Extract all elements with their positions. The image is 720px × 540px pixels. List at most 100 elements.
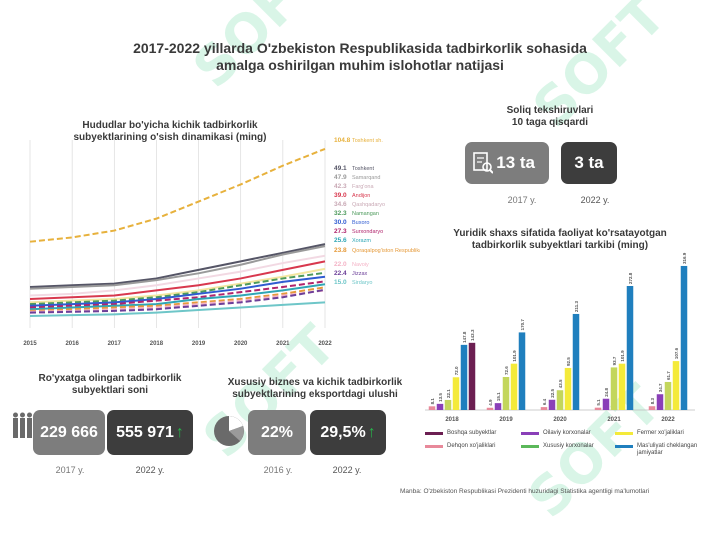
line-chart-x-tick: 2019 xyxy=(192,341,206,347)
bar-chart-value-label: 6.4 xyxy=(542,398,547,405)
bar-chart-value-label: 61.7 xyxy=(666,371,671,380)
bar-chart-bar xyxy=(664,381,672,410)
page-title-line-2: amalga oshirilgan muhim islohotlar natij… xyxy=(216,57,504,73)
tax-2017-card: 13 ta xyxy=(465,142,549,184)
line-chart-x-tick: 2016 xyxy=(65,341,79,347)
line-chart-x-tick: 2022 xyxy=(318,341,332,347)
registered-title-line-2: subyektlari soni xyxy=(71,385,149,396)
bar-chart-bar xyxy=(428,406,436,410)
tax-title-line-1: Soliq tekshiruvlari xyxy=(506,105,594,116)
bar-chart: 8.1 13.5 22.1 72.0 147.8 143.3 2018 4.915.1 72.6… xyxy=(425,252,695,423)
bar-legend-item: Boshqa subyektlar xyxy=(425,430,521,437)
line-chart-series-label: Toshkent sh. xyxy=(352,138,383,144)
bar-chart-value-label: 272.8 xyxy=(628,272,633,284)
bar-chart-x-tick: 2019 xyxy=(499,417,513,423)
bar-chart-value-label: 101.9 xyxy=(620,350,625,362)
bar-chart-bar xyxy=(626,286,634,410)
bar-legend-swatch xyxy=(425,445,443,448)
bar-chart-x-tick: 2018 xyxy=(445,417,459,423)
export-title-line-1: Xususiy biznes va kichik tadbirkorlik xyxy=(227,377,403,388)
registered-2022-value: 555 971 xyxy=(116,423,174,441)
bar-chart-value-label: 316.9 xyxy=(682,252,687,264)
bar-chart-value-label: 147.8 xyxy=(462,331,467,343)
line-chart-series-label: Surxondaryo xyxy=(352,229,383,235)
line-chart-series xyxy=(29,275,326,307)
line-chart-x-tick: 2017 xyxy=(108,341,122,347)
bar-chart-bar xyxy=(502,377,510,410)
line-chart-title: Hududlar bo'yicha kichik tadbirkorlik su… xyxy=(40,120,300,144)
bar-chart-bar xyxy=(680,265,688,410)
line-chart-value-label: 22.0 xyxy=(334,261,347,268)
registered-2017-value: 229 666 xyxy=(40,423,98,441)
line-chart-value-label: 47.9 xyxy=(334,174,347,181)
bar-legend-item: Oilaviy korxonalar xyxy=(521,430,615,437)
bar-chart-bar xyxy=(648,406,656,410)
bar-legend-swatch xyxy=(425,432,443,435)
bar-chart-x-tick: 2021 xyxy=(607,417,621,423)
line-chart-x-tick: 2020 xyxy=(234,341,248,347)
bar-chart-value-label: 72.0 xyxy=(454,366,459,375)
bar-chart-value-label: 143.3 xyxy=(470,329,475,341)
bar-chart-bar xyxy=(444,399,452,410)
line-chart-series xyxy=(29,301,326,318)
line-chart-series xyxy=(29,283,326,311)
line-chart-series xyxy=(29,267,326,304)
line-chart-series-label: Sirdaryo xyxy=(352,280,372,286)
line-chart-series xyxy=(29,271,326,306)
bar-chart-value-label: 101.9 xyxy=(512,350,517,362)
bar-chart-bar xyxy=(494,403,502,410)
bar-chart-value-label: 170.7 xyxy=(520,319,525,331)
line-chart-series xyxy=(29,288,326,314)
line-chart-value-label: 49.1 xyxy=(334,165,347,172)
export-title: Xususiy biznes va kichik tadbirkorlik su… xyxy=(225,377,405,401)
line-chart-series xyxy=(29,245,326,290)
bar-chart-bar xyxy=(452,377,460,410)
line-chart-value-label: 30.0 xyxy=(334,219,347,226)
bar-chart-value-label: 92.5 xyxy=(566,357,571,366)
tax-title: Soliq tekshiruvlari 10 taga qisqardi xyxy=(470,105,630,129)
bar-legend-label: Dehqon xo'jaliklari xyxy=(447,443,496,449)
line-chart-value-label: 39.0 xyxy=(334,192,347,199)
line-chart-value-label: 32.3 xyxy=(334,210,347,217)
bar-chart-bar xyxy=(594,407,602,410)
bar-chart-value-label: 5.1 xyxy=(596,399,601,406)
bar-chart-bar xyxy=(486,407,494,410)
bar-chart-bar xyxy=(618,363,626,410)
line-chart-title-line-2: subyektlarining o'sish dinamikasi (ming) xyxy=(73,132,267,143)
bar-chart-bar xyxy=(436,403,444,410)
line-chart-series-label: Qashqadaryo xyxy=(352,202,385,208)
line-chart-value-label: 34.6 xyxy=(334,201,347,208)
bar-chart-bar xyxy=(460,344,468,410)
bar-chart-title-line-1: Yuridik shaxs sifatida faoliyat ko'rsata… xyxy=(453,228,667,239)
arrow-up-icon: ↑ xyxy=(175,423,184,441)
line-chart-series-label: Qoraqalpog'iston Respublikasi xyxy=(352,248,420,254)
line-chart-series-label: Samarqand xyxy=(352,175,380,181)
source-note: Manba: O'zbekiston Respublikasi Preziden… xyxy=(400,488,650,495)
bar-legend-swatch xyxy=(521,432,539,435)
registered-2017-card: 229 666 xyxy=(33,410,105,455)
tax-icon xyxy=(473,152,494,174)
bar-chart-bar xyxy=(610,367,618,410)
line-chart-value-label: 22.4 xyxy=(334,270,347,277)
line-chart-series-label: Farg'ona xyxy=(352,184,374,190)
bar-chart-value-label: 43.5 xyxy=(558,379,563,388)
bar-legend-swatch xyxy=(521,445,539,448)
tax-2017-year: 2017 y. xyxy=(507,195,537,205)
line-chart-x-tick: 2018 xyxy=(150,341,164,347)
line-chart-value-label: 15.0 xyxy=(334,279,347,286)
bar-chart-value-label: 22.5 xyxy=(550,389,555,398)
bar-legend-label: Oilaviy korxonalar xyxy=(543,430,591,436)
bar-chart-value-label: 107.6 xyxy=(674,347,679,359)
bar-legend-label: Boshqa subyektlar xyxy=(447,430,497,436)
line-chart-series xyxy=(29,147,326,243)
bar-legend-label: Mas'uliyati cheklangan jamiyatlar xyxy=(637,443,698,456)
export-2016-value: 22% xyxy=(260,423,294,441)
bar-legend-label: Fermer xo'jaliklari xyxy=(637,430,684,436)
bar-chart-value-label: 4.9 xyxy=(488,399,493,406)
tax-2017-value: 13 ta xyxy=(496,153,535,172)
bar-legend-item: Mas'uliyati cheklangan jamiyatlar xyxy=(615,443,711,457)
tax-2022-year: 2022 y. xyxy=(580,195,610,205)
bar-legend-item: Xususiy korxonalar xyxy=(521,443,615,457)
